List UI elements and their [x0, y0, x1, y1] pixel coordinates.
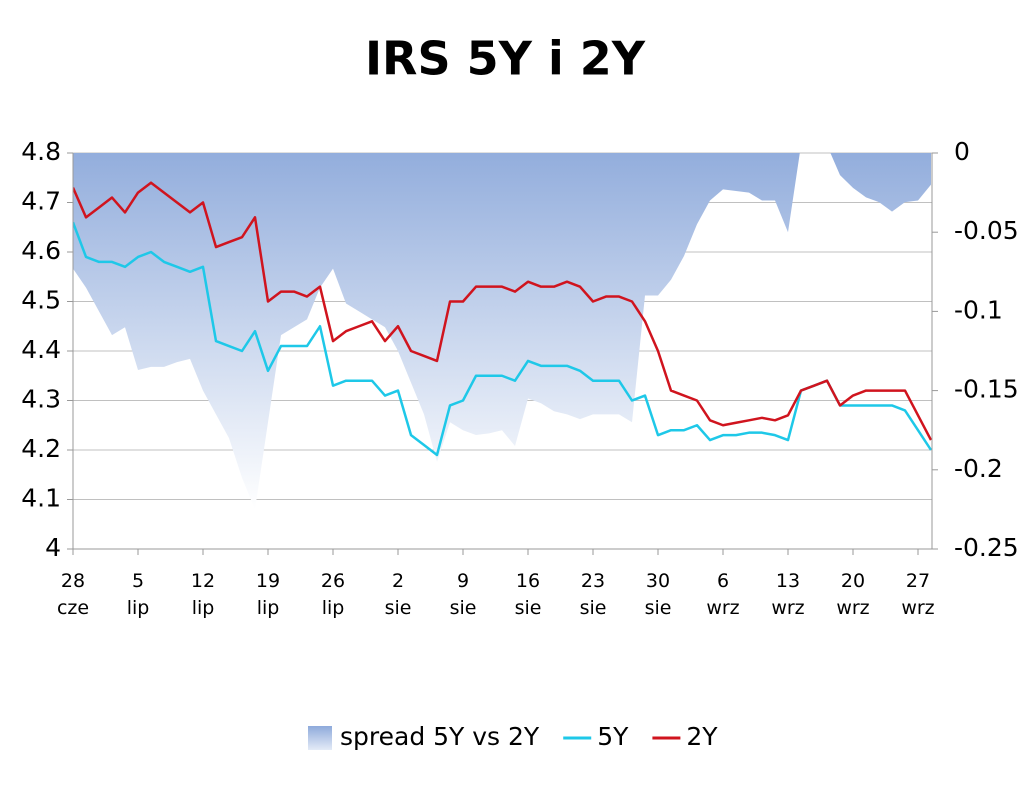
x-tick-label: 27 wrz — [901, 570, 935, 619]
x-tick-label: 13 wrz — [771, 570, 805, 619]
x-tick-label: 28 cze — [56, 570, 90, 619]
y2-tick-label: -0.2 — [954, 454, 1003, 483]
x-tick-label: 19 lip — [255, 570, 281, 619]
y2-tick-label: -0.05 — [954, 216, 1019, 245]
y-tick-label: 4.3 — [21, 385, 61, 414]
y-tick-label: 4.5 — [21, 286, 61, 315]
legend-label: 5Y — [597, 722, 629, 751]
x-tick-label: 20 wrz — [836, 570, 870, 619]
x-tick-label: 30 sie — [644, 570, 672, 619]
y-tick-label: 4.6 — [21, 236, 61, 265]
series-line — [73, 181, 933, 441]
y2-tick-label: -0.1 — [954, 295, 1003, 324]
legend-label: 2Y — [686, 722, 718, 751]
x-tick-label: 23 sie — [579, 570, 607, 619]
y-tick-label: 4.2 — [21, 434, 61, 463]
y-tick-label: 4.8 — [21, 137, 61, 166]
y-tick-label: 4 — [45, 533, 61, 562]
series-line — [73, 221, 933, 457]
chart-title: IRS 5Y i 2Y — [365, 32, 646, 86]
legend-label: spread 5Y vs 2Y — [340, 722, 540, 751]
plot-area — [73, 153, 933, 510]
spread-area — [73, 153, 931, 510]
y-tick-label: 4.7 — [21, 187, 61, 216]
x-tick-label: 16 sie — [514, 570, 542, 619]
y2-tick-label: -0.25 — [954, 533, 1019, 562]
x-tick-label: 12 lip — [190, 570, 216, 619]
y2-tick-label: -0.15 — [954, 375, 1019, 404]
x-tick-label: 5 lip — [126, 570, 150, 619]
x-tick-label: 9 sie — [449, 570, 477, 619]
x-tick-label: 26 lip — [320, 570, 346, 619]
y2-tick-label: 0 — [954, 137, 970, 166]
legend-swatch — [308, 726, 332, 750]
x-tick-label: 2 sie — [384, 570, 412, 619]
y-tick-label: 4.4 — [21, 335, 61, 364]
y-tick-label: 4.1 — [21, 484, 61, 513]
x-tick-label: 6 wrz — [706, 570, 740, 619]
